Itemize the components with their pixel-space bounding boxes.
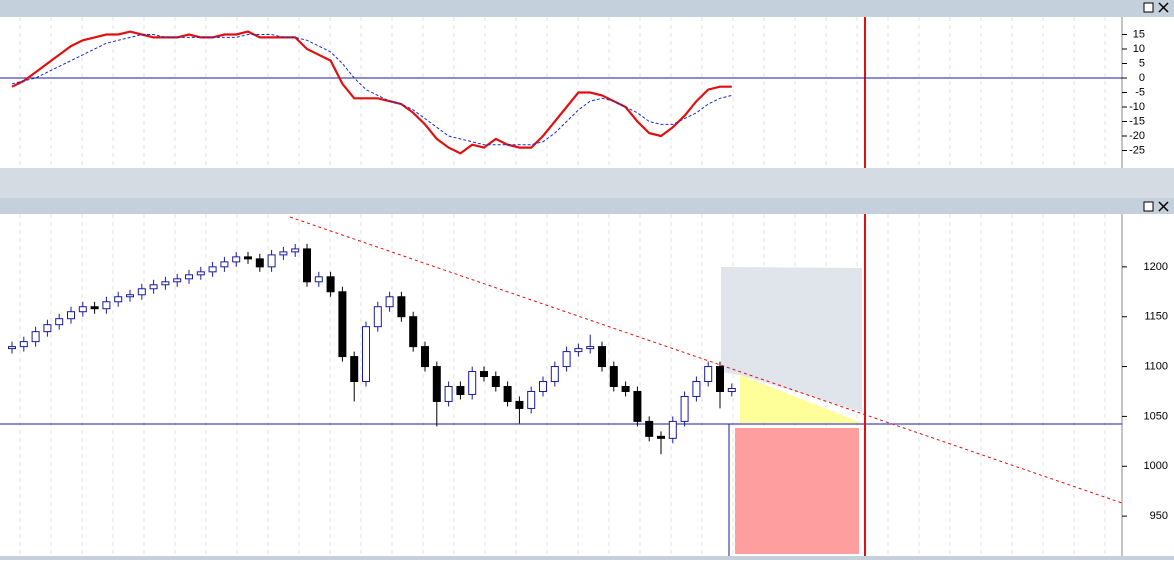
bottom-border — [0, 556, 1174, 560]
y-tick-label: 1100 — [1144, 360, 1168, 372]
candle-body — [562, 351, 571, 368]
candle-body — [539, 381, 547, 392]
candle-body — [161, 281, 170, 286]
candle-body — [31, 331, 40, 343]
candle-body — [102, 301, 111, 310]
candle-body — [397, 296, 406, 318]
candle-body — [267, 254, 276, 268]
pane-header — [0, 198, 1174, 214]
y-tick-label: 15 — [1133, 28, 1145, 40]
candle-body — [550, 366, 559, 383]
maximize-button[interactable] — [1143, 201, 1154, 212]
y-tick-label: -25 — [1129, 144, 1145, 156]
candle-body — [633, 390, 642, 422]
projection-zone — [721, 267, 862, 412]
candle-body — [232, 256, 241, 263]
candle-body — [208, 266, 217, 273]
candle-body — [185, 274, 193, 280]
candle-body — [244, 256, 252, 260]
candle-body — [527, 390, 536, 409]
maximize-button[interactable] — [1143, 2, 1154, 13]
candle-body — [598, 346, 606, 368]
candle-body — [314, 276, 323, 283]
y-tick-label: 950 — [1150, 510, 1168, 522]
candle-body — [432, 366, 441, 402]
pane-divider — [0, 168, 1174, 198]
candle-body — [409, 316, 418, 348]
candle-body — [196, 271, 205, 276]
candle-body — [727, 387, 736, 392]
candle-body — [645, 420, 654, 437]
y-tick-label: 1050 — [1144, 410, 1168, 422]
y-tick-label: 0 — [1139, 72, 1145, 84]
candle-body — [338, 291, 347, 358]
candle-body — [90, 306, 99, 310]
candle-body — [43, 324, 52, 333]
y-tick-label: 5 — [1139, 57, 1145, 69]
candle-body — [303, 248, 311, 283]
risk-zone — [735, 428, 859, 554]
y-tick-label: -15 — [1129, 115, 1145, 127]
candle-body — [503, 385, 512, 402]
y-tick-label: 1000 — [1144, 460, 1168, 472]
candle-body — [114, 296, 123, 303]
candle-body — [326, 276, 335, 293]
candle-body — [668, 420, 677, 439]
candle-body — [609, 366, 618, 387]
candle-body — [362, 326, 370, 383]
candle-body — [137, 288, 146, 296]
candle-body — [8, 346, 16, 350]
oscillator-line — [11, 34, 732, 146]
candle-body — [78, 306, 87, 313]
candle-body — [480, 371, 488, 378]
close-button[interactable] — [1158, 201, 1169, 212]
candle-body — [67, 311, 75, 320]
candle-body — [255, 258, 264, 268]
candle-body — [574, 348, 583, 353]
trend-line — [289, 216, 1123, 504]
candle-body — [19, 341, 28, 348]
y-tick-label: -20 — [1129, 130, 1145, 142]
candle-body — [444, 385, 453, 402]
candle-body — [126, 294, 134, 298]
candle-body — [704, 366, 713, 383]
candle-body — [657, 435, 665, 439]
candle-body — [279, 251, 288, 256]
candle-body — [385, 296, 394, 308]
window-buttons[interactable] — [1143, 2, 1169, 212]
y-tick-label: 1200 — [1144, 261, 1168, 273]
y-tick-label: -10 — [1129, 101, 1145, 113]
close-button[interactable] — [1158, 2, 1169, 13]
candle-body — [55, 318, 64, 326]
candle-body — [350, 356, 359, 383]
grid — [19, 17, 1106, 556]
candle-body — [468, 371, 477, 395]
candle-body — [515, 400, 524, 409]
candle-body — [680, 395, 689, 422]
candle-body — [456, 385, 465, 395]
candle-body — [716, 366, 724, 392]
target-zone — [740, 375, 862, 423]
candle-body — [692, 381, 701, 397]
y-tick-label: 1150 — [1144, 311, 1168, 323]
y-tick-label: 10 — [1133, 43, 1145, 55]
y-tick-label: -5 — [1135, 86, 1145, 98]
pane-header — [0, 0, 1174, 17]
candle-body — [621, 385, 630, 392]
candle-body — [173, 278, 182, 283]
candle-body — [491, 376, 500, 387]
candle-body — [291, 248, 300, 253]
candle-body — [586, 346, 595, 350]
candle-body — [373, 306, 382, 328]
candle-body — [149, 284, 158, 290]
candle-body — [220, 261, 229, 268]
candle-body — [421, 346, 429, 368]
